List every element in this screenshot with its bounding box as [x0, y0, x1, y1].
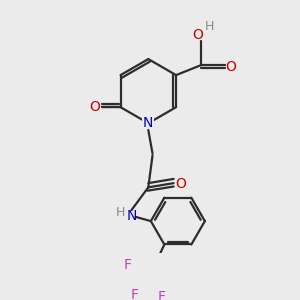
- Text: N: N: [127, 209, 137, 223]
- Text: F: F: [131, 288, 139, 300]
- Text: N: N: [143, 116, 154, 130]
- Text: H: H: [205, 20, 214, 33]
- Text: F: F: [158, 290, 166, 300]
- Text: H: H: [116, 206, 125, 219]
- Text: F: F: [124, 258, 132, 272]
- Text: O: O: [175, 177, 186, 191]
- Text: O: O: [226, 60, 236, 74]
- Text: O: O: [193, 28, 203, 42]
- Text: O: O: [89, 100, 100, 114]
- Bar: [142, 118, 154, 128]
